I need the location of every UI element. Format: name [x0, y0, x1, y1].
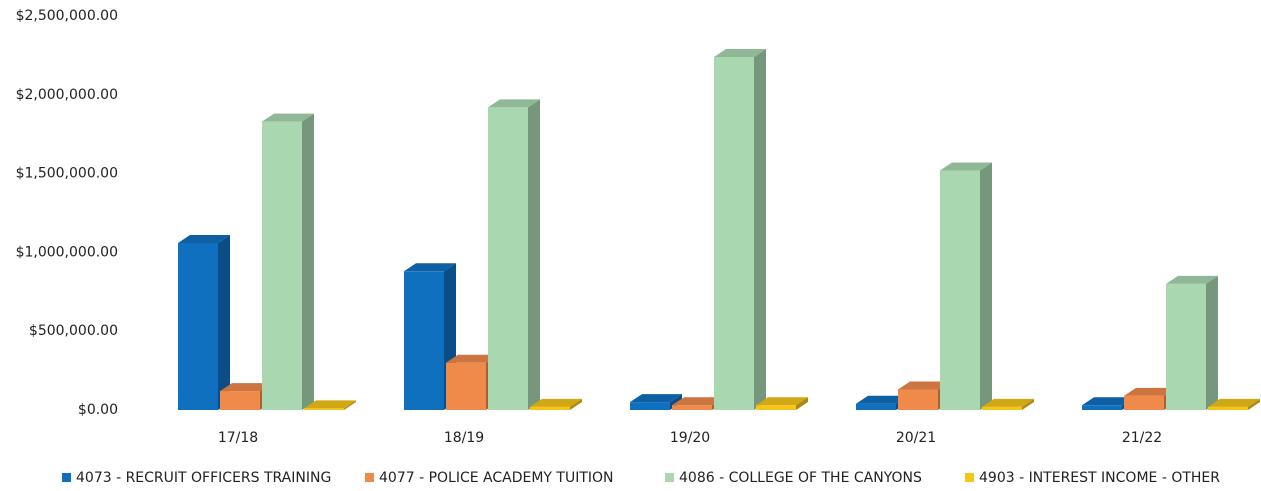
bar-side: [1248, 398, 1260, 410]
y-tick-label: $0.00: [78, 402, 118, 418]
bar: [220, 391, 260, 410]
bar-side: [796, 397, 808, 410]
y-tick-label: $1,500,000.00: [16, 166, 118, 182]
bar: [630, 402, 670, 410]
bar-top: [898, 381, 950, 390]
x-tick-label: 20/21: [896, 430, 936, 446]
bar-top: [1082, 397, 1134, 406]
bar-top: [672, 397, 724, 406]
x-tick-label: 21/22: [1122, 430, 1162, 446]
bar: [672, 405, 712, 410]
bar-top: [446, 354, 498, 363]
bar-side: [754, 48, 766, 410]
legend-swatch: [62, 473, 71, 482]
bar-side: [570, 398, 582, 410]
bar: [404, 271, 444, 410]
bar-side: [218, 234, 230, 410]
bar-top: [756, 397, 808, 406]
bar: [982, 406, 1022, 410]
bar-top: [262, 113, 314, 122]
legend-label: 4073 - RECRUIT OFFICERS TRAINING: [76, 470, 331, 486]
bar-side: [528, 99, 540, 411]
bar-top: [856, 395, 908, 404]
legend-label: 4077 - POLICE ACADEMY TUITION: [379, 470, 614, 486]
bar-side: [980, 162, 992, 410]
y-tick-label: $500,000.00: [29, 323, 118, 339]
x-tick-label: 18/19: [444, 430, 484, 446]
bar-top: [940, 162, 992, 171]
bar-top: [220, 383, 272, 392]
bar-top: [488, 99, 540, 108]
bar: [1166, 283, 1206, 410]
bar-top: [982, 398, 1034, 407]
bar: [898, 389, 938, 410]
bar-top: [714, 48, 766, 57]
bar: [1082, 405, 1122, 410]
x-tick-label: 17/18: [218, 430, 258, 446]
bar-side: [1022, 398, 1034, 410]
legend-label: 4903 - INTEREST INCOME - OTHER: [979, 470, 1220, 486]
bar: [178, 242, 218, 410]
bar: [1124, 395, 1164, 410]
y-tick-label: $1,000,000.00: [16, 244, 118, 260]
bar-top: [178, 234, 230, 243]
legend-label: 4086 - COLLEGE OF THE CANYONS: [679, 470, 922, 486]
bar-top: [1208, 398, 1260, 407]
x-tick-label: 19/20: [670, 430, 710, 446]
y-tick-label: $2,500,000.00: [16, 8, 118, 24]
bar-side: [344, 400, 356, 410]
bar-top: [630, 394, 682, 403]
bar: [714, 56, 754, 410]
bar-top: [404, 263, 456, 272]
bar: [1208, 406, 1248, 410]
bar: [856, 403, 896, 410]
bar: [446, 362, 486, 410]
bar: [304, 408, 344, 410]
bar-side: [1206, 275, 1218, 410]
y-tick-label: $2,000,000.00: [16, 87, 118, 103]
bar-top: [304, 400, 356, 409]
legend-swatch: [665, 473, 674, 482]
legend-swatch: [365, 473, 374, 482]
bar: [488, 107, 528, 411]
legend-swatch: [965, 473, 974, 482]
bar: [940, 170, 980, 410]
bar-side: [302, 113, 314, 410]
bar: [262, 121, 302, 410]
bar-top: [1166, 275, 1218, 284]
bar-top: [1124, 387, 1176, 396]
bar: [530, 406, 570, 410]
bar: [756, 405, 796, 410]
bar-top: [530, 398, 582, 407]
